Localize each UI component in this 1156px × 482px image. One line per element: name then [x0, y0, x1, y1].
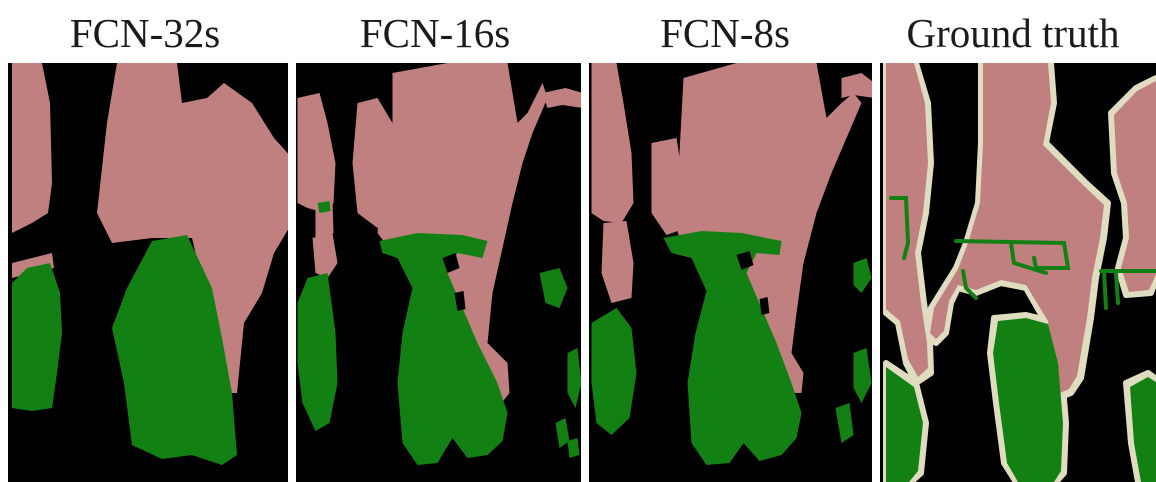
bicycle-region [567, 348, 581, 408]
segmentation-mask-ground-truth [883, 63, 1156, 482]
bicycle-region [853, 258, 872, 293]
person-region [591, 63, 634, 223]
person-region [12, 253, 54, 278]
panel-title-fcn-16s: FCN-16s [359, 10, 511, 56]
bicycle-region [591, 308, 637, 435]
panel-title-fcn-8s: FCN-8s [660, 10, 790, 56]
person-region [841, 73, 872, 98]
person-region [542, 88, 581, 108]
segmentation-panel-fcn-8s [589, 63, 872, 482]
person-region [297, 93, 336, 213]
bicycle-region [993, 318, 1063, 482]
segmentation-mask-fcn-16s [297, 63, 581, 465]
segmentation-panel-fcn-32s [8, 63, 288, 482]
bicycle-region [886, 367, 923, 482]
bicycle-region [539, 268, 568, 308]
person-region [601, 221, 634, 303]
person-region [1114, 81, 1156, 292]
bicycle-region [663, 231, 802, 465]
bicycle-region [1130, 377, 1156, 482]
background-hole [736, 251, 754, 270]
person-region [12, 63, 52, 233]
bicycle-region [835, 403, 854, 443]
person-region [673, 63, 862, 393]
person-region [312, 233, 338, 278]
segmentation-panel-fcn-16s [296, 63, 581, 482]
bicycle-region [567, 438, 580, 458]
segmentation-mask-fcn-32s [12, 63, 288, 465]
bicycle-region [112, 235, 237, 465]
panel-title-ground-truth: Ground truth [906, 10, 1120, 56]
background-hole [454, 291, 466, 311]
bicycle-region [12, 263, 62, 411]
handlebar-lines [889, 196, 1156, 310]
bicycle-region [379, 233, 508, 465]
bicycle-region [317, 201, 331, 213]
bicycle-region [297, 273, 338, 431]
background-hole [519, 379, 534, 397]
panel-title-fcn-32s: FCN-32s [69, 10, 221, 56]
person-region [97, 63, 288, 393]
person-region [930, 63, 1104, 393]
segmentation-panel-ground-truth [880, 63, 1156, 482]
segmentation-mask-fcn-8s [591, 63, 872, 465]
background-hole [759, 297, 770, 315]
background-hole [442, 253, 460, 273]
bicycle-region [555, 418, 570, 448]
bicycle-region [853, 348, 872, 403]
